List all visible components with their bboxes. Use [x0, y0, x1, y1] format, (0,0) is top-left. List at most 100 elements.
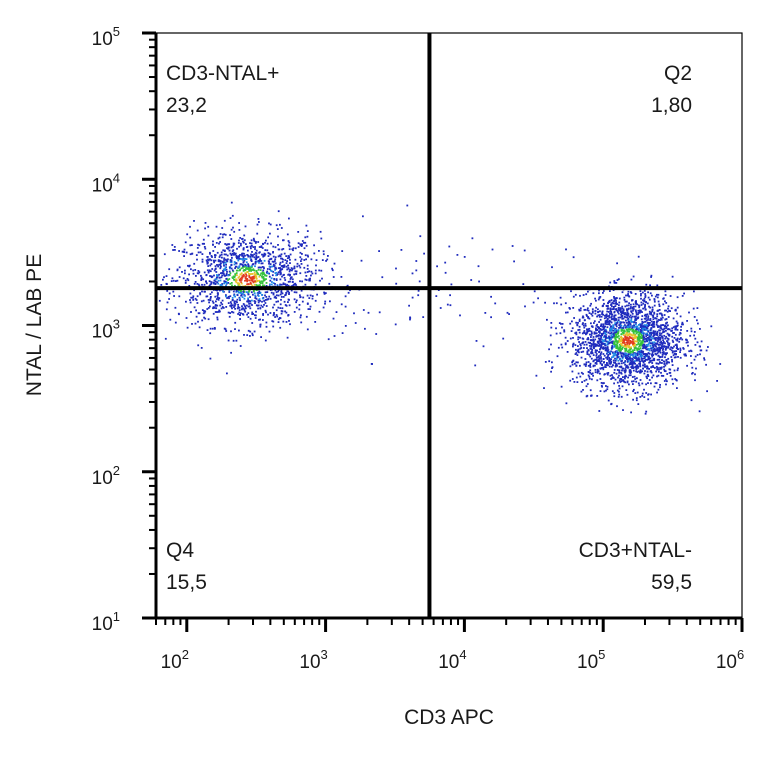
event-dot: [223, 253, 226, 256]
event-dot: [639, 340, 641, 342]
event-dot: [664, 309, 666, 312]
event-dot: [613, 335, 615, 338]
event-dot: [250, 247, 252, 250]
event-dot: [228, 266, 231, 269]
event-dot: [626, 393, 629, 396]
event-dot: [238, 222, 240, 224]
event-dot: [284, 283, 287, 286]
event-dot: [240, 267, 243, 270]
event-dot: [622, 332, 625, 335]
event-dot: [672, 382, 674, 385]
event-dot: [662, 347, 665, 350]
event-dot: [666, 373, 669, 375]
event-dot: [653, 304, 656, 307]
event-dot: [617, 331, 620, 334]
event-dot: [209, 305, 211, 308]
event-dot: [606, 372, 609, 375]
event-dot: [270, 258, 272, 260]
y-tick-exponent: 5: [113, 24, 120, 39]
event-dot: [193, 306, 196, 309]
event-dot: [583, 379, 586, 382]
event-dot: [603, 335, 606, 337]
event-dot: [262, 269, 265, 272]
event-dot: [634, 346, 637, 349]
event-dot: [589, 333, 591, 336]
event-dot: [248, 276, 251, 278]
event-dot: [294, 270, 297, 273]
event-dot: [632, 359, 634, 361]
event-dot: [651, 332, 653, 334]
event-dot: [264, 253, 266, 256]
event-dot: [308, 297, 311, 299]
event-dot: [446, 303, 449, 306]
event-dot: [598, 330, 601, 333]
event-dot: [611, 333, 614, 336]
event-dot: [212, 240, 214, 243]
event-dot: [624, 368, 627, 370]
event-dot: [252, 280, 254, 283]
event-dot: [254, 274, 257, 277]
event-dot: [315, 259, 318, 261]
event-dot: [276, 284, 279, 286]
event-dot: [656, 296, 659, 299]
event-dot: [203, 283, 206, 286]
event-dot: [636, 325, 639, 328]
event-dot: [618, 343, 621, 346]
event-dot: [629, 362, 632, 364]
event-dot: [246, 254, 249, 256]
event-dot: [233, 252, 236, 254]
event-dot: [586, 315, 588, 317]
event-dot: [645, 346, 648, 348]
event-dot: [247, 329, 250, 332]
event-dot: [642, 291, 644, 294]
event-dot: [663, 365, 665, 368]
event-dot: [196, 258, 198, 261]
event-dot: [668, 361, 670, 364]
event-dot: [646, 313, 649, 316]
event-dot: [219, 241, 221, 243]
event-dot: [653, 343, 656, 346]
event-dot: [604, 342, 607, 345]
event-dot: [195, 309, 197, 312]
event-dot: [375, 333, 378, 335]
event-dot: [591, 308, 594, 311]
event-dot: [344, 325, 347, 327]
event-dot: [306, 328, 309, 331]
event-dot: [274, 256, 277, 259]
event-dot: [603, 336, 605, 338]
event-dot: [578, 308, 581, 311]
event-dot: [196, 302, 199, 304]
event-dot: [596, 370, 599, 373]
event-dot: [238, 265, 241, 268]
event-dot: [599, 348, 601, 351]
event-dot: [604, 330, 607, 333]
event-dot: [642, 336, 645, 339]
x-tick-label: 102: [161, 647, 189, 673]
event-dot: [667, 357, 670, 360]
event-dot: [669, 295, 672, 297]
event-dot: [362, 215, 364, 218]
event-dot: [235, 300, 237, 303]
event-dot: [191, 252, 194, 255]
event-dot: [259, 324, 262, 326]
event-dot: [621, 340, 624, 343]
event-dot: [650, 320, 653, 323]
event-dot: [670, 356, 673, 358]
event-dot: [618, 337, 621, 340]
event-dot: [251, 277, 253, 280]
event-dot: [622, 334, 625, 336]
event-dot: [259, 260, 262, 262]
event-dot: [630, 320, 632, 322]
event-dot: [638, 384, 641, 387]
event-dot: [238, 229, 241, 231]
event-dot: [658, 309, 661, 311]
event-dot: [560, 343, 563, 346]
event-dot: [665, 346, 668, 349]
event-dot: [694, 379, 696, 382]
event-dot: [277, 321, 280, 323]
event-dot: [320, 237, 323, 240]
event-dot: [283, 252, 286, 255]
event-dot: [628, 363, 631, 366]
event-dot: [641, 328, 644, 331]
event-dot: [233, 276, 236, 279]
